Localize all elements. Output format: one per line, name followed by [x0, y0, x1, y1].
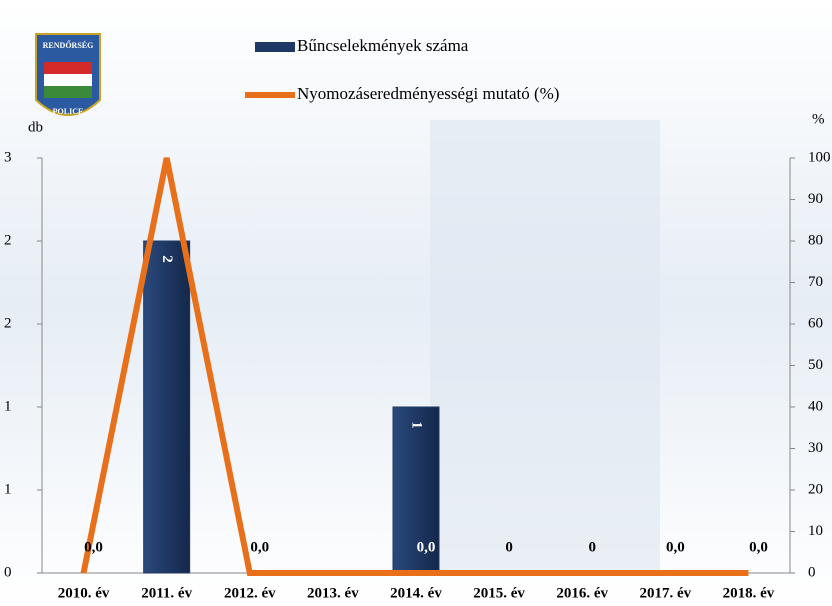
- line-value-label: 0,0: [417, 539, 436, 555]
- x-tick-label: 2017. év: [639, 585, 691, 601]
- line-value-label: 0,0: [666, 539, 685, 555]
- logo-stripe: [44, 86, 92, 98]
- y2-tick-label: 70: [808, 274, 823, 290]
- y2-tick-label: 40: [808, 398, 823, 414]
- y2-tick-label: 10: [808, 523, 823, 539]
- x-tick-label: 2012. év: [224, 585, 276, 601]
- logo-text: RENDŐRSÉG: [43, 40, 94, 50]
- x-tick-label: 2010. év: [58, 585, 110, 601]
- y-tick-label: 1: [4, 398, 12, 414]
- x-tick-label: 2018. év: [723, 585, 775, 601]
- y2-tick-label: 50: [808, 357, 823, 373]
- line-value-label: 0,0: [749, 539, 768, 555]
- background-building: [430, 120, 660, 570]
- x-tick-label: 2015. év: [473, 585, 525, 601]
- y2-tick-label: 20: [808, 481, 823, 497]
- legend-label: Bűncselekmények száma: [297, 36, 469, 55]
- y2-tick-label: 30: [808, 440, 823, 456]
- y-tick-label: 3: [4, 149, 12, 165]
- x-tick-label: 2013. év: [307, 585, 359, 601]
- logo-text: POLICE: [53, 107, 84, 116]
- chart: RENDŐRSÉG POLICE db % 011223010203040506…: [0, 0, 832, 606]
- line-value-label: 0: [505, 539, 513, 555]
- bar-value-label: 1: [409, 421, 425, 429]
- logo-stripe: [44, 74, 92, 86]
- line-value-label: 0,0: [250, 539, 269, 555]
- legend-swatch: [255, 42, 295, 52]
- y-tick-label: 0: [4, 564, 12, 580]
- logo-stripe: [44, 62, 92, 74]
- bar: [144, 241, 190, 573]
- y2-axis-label: %: [812, 111, 825, 127]
- y2-tick-label: 80: [808, 232, 823, 248]
- line-value-label: 0,0: [84, 539, 103, 555]
- y2-tick-label: 60: [808, 315, 823, 331]
- line-value-label: 0: [588, 539, 596, 555]
- y2-tick-label: 90: [808, 191, 823, 207]
- y2-tick-label: 0: [808, 564, 816, 580]
- x-tick-label: 2016. év: [556, 585, 608, 601]
- legend-label: Nyomozáseredményességi mutató (%): [297, 84, 559, 103]
- x-tick-label: 2014. év: [390, 585, 442, 601]
- page: {"chart_data": {"type": "bar-line", "log…: [0, 0, 832, 606]
- y2-tick-label: 100: [808, 149, 831, 165]
- x-tick-label: 2011. év: [141, 585, 192, 601]
- y-axis-label: db: [28, 119, 43, 135]
- logo: RENDŐRSÉG POLICE: [36, 34, 100, 116]
- y-tick-label: 2: [4, 232, 12, 248]
- y-tick-label: 1: [4, 481, 12, 497]
- bar-value-label: 2: [159, 255, 175, 263]
- y-tick-label: 2: [4, 315, 12, 331]
